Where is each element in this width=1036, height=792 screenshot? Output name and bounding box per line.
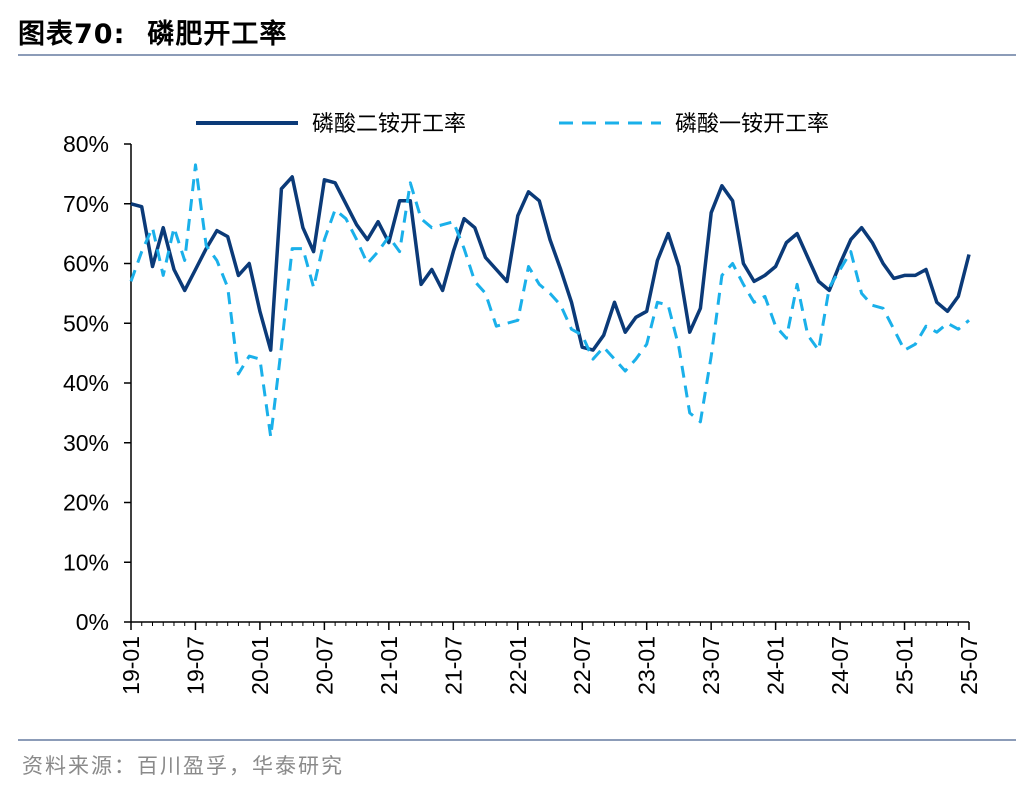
figure-title: 图表70: 磷肥开工率 xyxy=(18,12,287,51)
source-note: 资料来源：百川盈孚，华泰研究 xyxy=(22,754,344,778)
series-line-1 xyxy=(130,175,971,352)
y-tick-label: 40% xyxy=(63,370,109,396)
y-tick-label: 0% xyxy=(76,609,109,635)
x-tick-label: 21-01 xyxy=(376,636,402,695)
title-divider xyxy=(18,54,1016,56)
x-tick-label: 20-01 xyxy=(247,636,273,695)
y-tick-label: 60% xyxy=(63,251,109,277)
x-tick-label: 24-07 xyxy=(827,636,853,695)
y-tick-label: 10% xyxy=(63,549,109,575)
x-tick-label: 21-07 xyxy=(440,636,466,695)
y-tick-label: 30% xyxy=(63,430,109,456)
x-tick-label: 19-07 xyxy=(182,636,208,695)
x-tick-label: 20-07 xyxy=(311,636,337,695)
x-tick-label: 22-01 xyxy=(505,636,531,695)
x-tick-label: 22-07 xyxy=(569,636,595,695)
figure-title-text: 磷肥开工率 xyxy=(147,19,288,50)
x-tick-label: 19-01 xyxy=(118,636,144,695)
x-tick-label: 25-01 xyxy=(892,636,918,695)
x-tick-label: 24-01 xyxy=(763,636,789,695)
figure-number: 图表70: xyxy=(18,19,126,50)
legend: 磷酸二铵开工率 磷酸一铵开工率 xyxy=(196,111,829,136)
axes: 0% 10% 20% 30% 40% 50% 60% 70% 80% 19-01 19-07 20-0… xyxy=(63,131,982,695)
y-tick-label: 20% xyxy=(63,490,109,516)
x-tick-label: 23-07 xyxy=(698,636,724,695)
source-divider xyxy=(18,739,1016,741)
legend-label-2: 磷酸一铵开工率 xyxy=(675,111,829,136)
x-tick-label: 23-01 xyxy=(634,636,660,695)
legend-label-1: 磷酸二铵开工率 xyxy=(312,111,466,136)
series-layer xyxy=(129,163,971,439)
y-tick-label: 70% xyxy=(63,191,109,217)
x-tick-label: 25-07 xyxy=(956,636,982,695)
y-tick-label: 80% xyxy=(63,131,109,157)
y-tick-label: 50% xyxy=(63,310,109,336)
series-line-2 xyxy=(129,163,970,439)
